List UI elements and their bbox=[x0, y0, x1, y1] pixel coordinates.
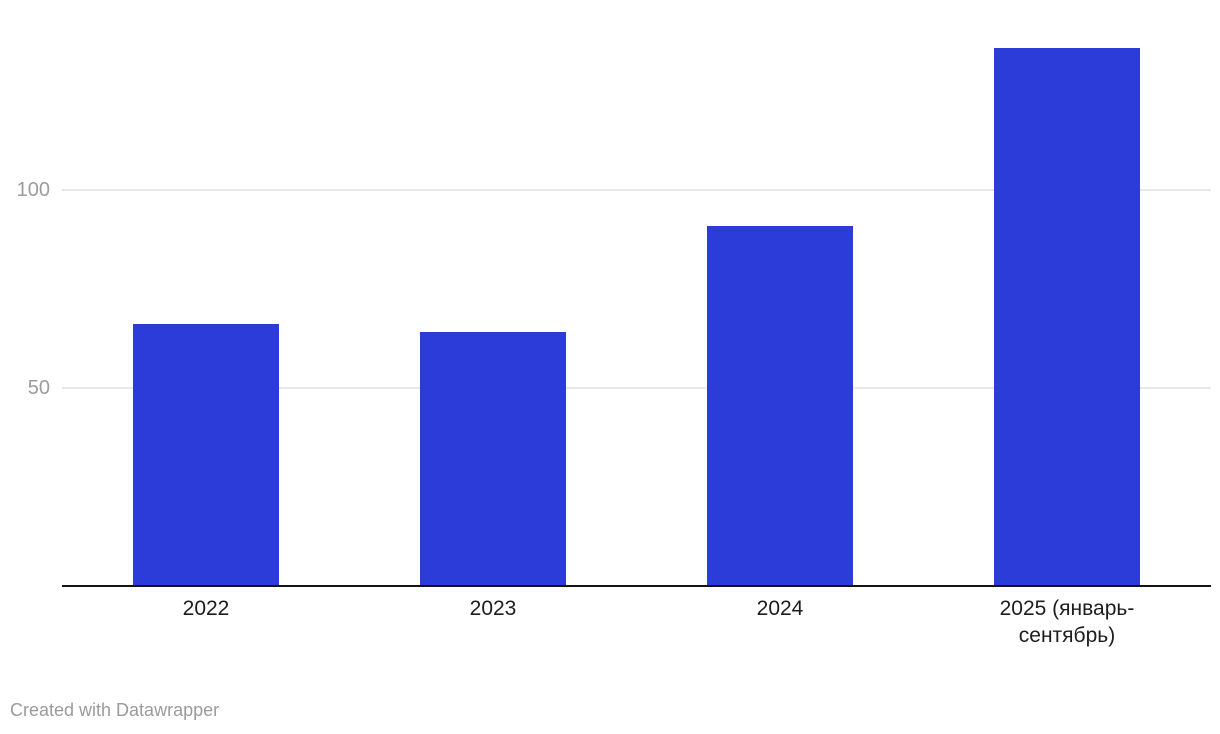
gridline-50 bbox=[62, 387, 1211, 389]
bar-2023 bbox=[420, 332, 566, 585]
x-axis-line bbox=[62, 585, 1211, 587]
bar-2022 bbox=[133, 324, 279, 585]
gridline-100 bbox=[62, 189, 1211, 191]
datawrapper-attribution-link[interactable]: Created with Datawrapper bbox=[10, 700, 220, 720]
bar-2024 bbox=[707, 226, 853, 585]
y-tick-label-50: 50 bbox=[27, 377, 50, 399]
x-axis-label-2025: 2025 (январь-сентябрь) bbox=[999, 597, 1135, 647]
x-axis-label-2023: 2023 bbox=[469, 597, 517, 620]
bar-2025 bbox=[994, 48, 1140, 585]
x-axis-label-2024: 2024 bbox=[756, 597, 804, 620]
y-tick-label-100: 100 bbox=[16, 179, 50, 201]
x-axis-label-2022: 2022 bbox=[182, 597, 230, 620]
